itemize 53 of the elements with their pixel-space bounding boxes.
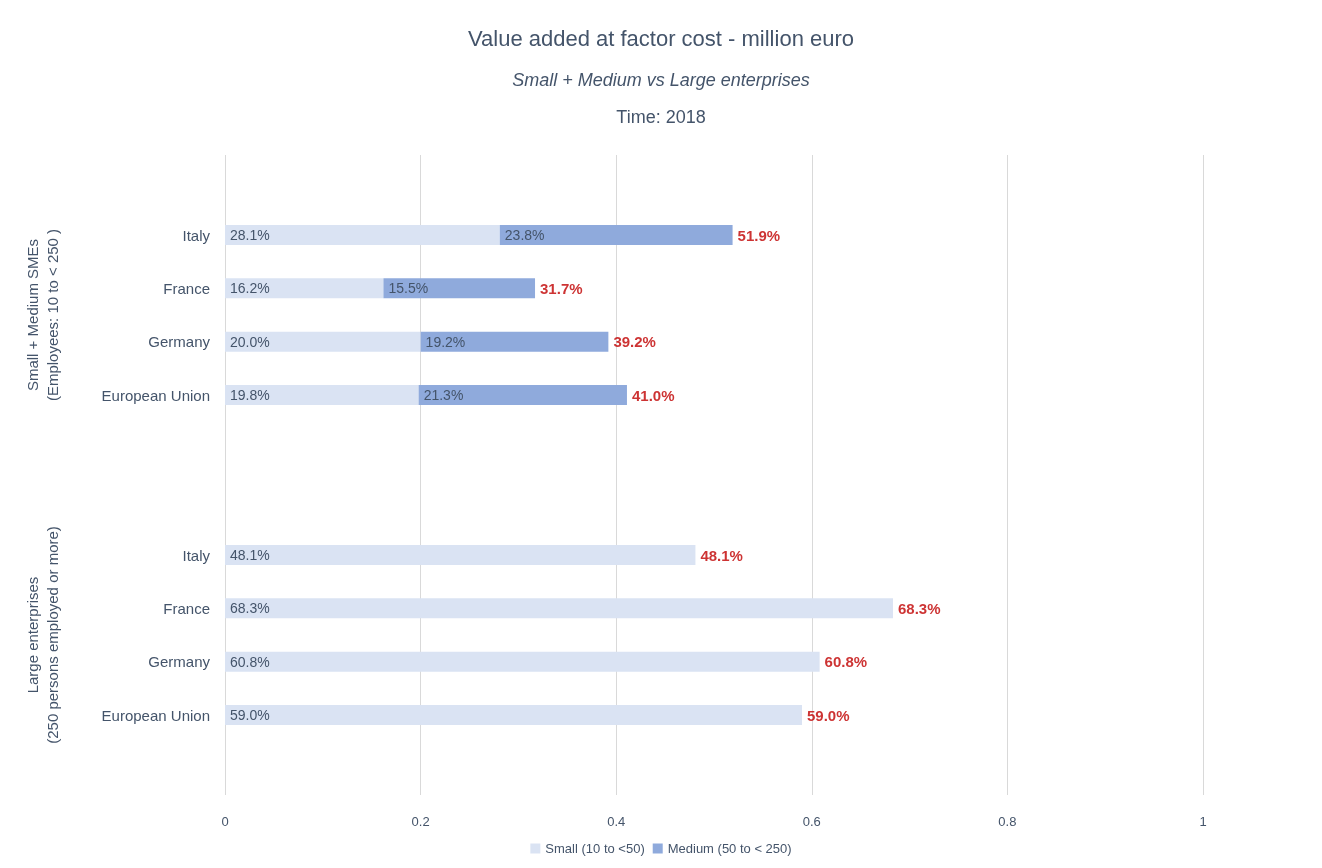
- data-label: 59.0%: [230, 707, 270, 723]
- y-tick-label: European Union: [101, 706, 210, 724]
- data-label: 68.3%: [230, 600, 270, 617]
- bar: [225, 545, 696, 565]
- bar: [383, 278, 536, 299]
- chart-title: Value added at factor cost - million euro: [467, 25, 855, 51]
- y-tick-label: Germany: [148, 333, 211, 351]
- data-label: 23.8%: [504, 227, 545, 243]
- total-label: 59.0%: [807, 706, 850, 724]
- total-label: 39.2%: [613, 333, 656, 351]
- legend-label: Small (10 to <50): [545, 841, 645, 856]
- total-label: 41.0%: [631, 386, 675, 404]
- data-label: 60.8%: [230, 653, 270, 670]
- data-label: 16.2%: [230, 280, 270, 297]
- data-label: 15.5%: [388, 280, 429, 297]
- total-label: 48.1%: [700, 546, 743, 564]
- data-label: 28.1%: [230, 227, 270, 243]
- bar: [420, 331, 609, 352]
- bar: [225, 331, 421, 352]
- bar: [225, 278, 384, 299]
- x-tick-label: 0: [221, 814, 229, 829]
- text: Small + Medium SMEs (Employees: 10 to < 250 ): [23, 228, 61, 402]
- bar: [225, 651, 820, 672]
- chart-subtitle: Small + Medium vs Large enterprises: [512, 70, 810, 90]
- total-label: 60.8%: [824, 653, 868, 671]
- x-tick-label: 0.6: [802, 814, 821, 829]
- y-tick-label: Italy: [182, 546, 211, 564]
- bar: [225, 598, 893, 619]
- bar: [225, 705, 803, 725]
- total-label: 51.9%: [737, 226, 781, 244]
- y-tick-label: Italy: [182, 226, 211, 244]
- y-tick-label: France: [163, 279, 210, 297]
- total-label: 31.7%: [540, 279, 583, 297]
- x-tick-label: 0.8: [998, 814, 1017, 829]
- data-label: 21.3%: [423, 387, 464, 403]
- bar: [499, 225, 733, 245]
- bar: [225, 385, 419, 405]
- data-label: 20.0%: [230, 333, 270, 350]
- data-label: 48.1%: [230, 547, 270, 563]
- total-label: 68.3%: [897, 599, 941, 617]
- bar: [225, 225, 500, 245]
- x-tick-label: 0.2: [411, 814, 430, 829]
- x-tick-label: 1: [1199, 814, 1207, 829]
- text: Time: 2018: [616, 107, 706, 127]
- data-label: 19.2%: [425, 333, 466, 350]
- data-label: 19.8%: [230, 387, 270, 403]
- bar: [418, 385, 627, 405]
- y-tick-label: France: [163, 599, 210, 617]
- legend-label: Medium (50 to < 250): [667, 841, 792, 856]
- y-tick-label: European Union: [101, 386, 210, 404]
- y-tick-label: Germany: [148, 653, 211, 671]
- text: Large enterprises (250 persons employed or more): [23, 526, 61, 744]
- x-tick-label: 0.4: [607, 814, 626, 829]
